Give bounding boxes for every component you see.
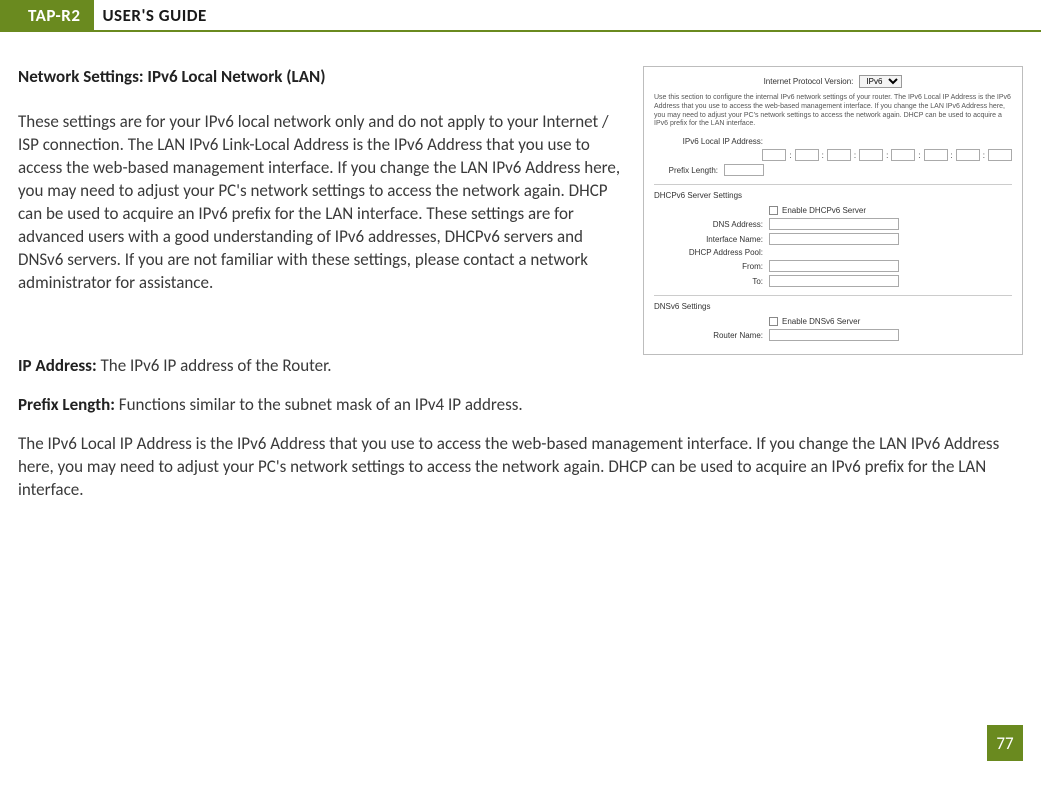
settings-screenshot: Internet Protocol Version: IPv6 Use this… bbox=[643, 66, 1023, 355]
ip-address-label: IP Address: bbox=[18, 355, 97, 376]
screenshot-note: Use this section to configure the intern… bbox=[654, 94, 1012, 129]
dnsv6-section-title: DNSv6 Settings bbox=[654, 302, 1012, 311]
iface-name-input[interactable] bbox=[769, 233, 899, 245]
prefix-len-label: Prefix Length: bbox=[654, 166, 724, 175]
ipv6-address-input[interactable]: : : : : : : : bbox=[762, 149, 1012, 161]
proto-select[interactable]: IPv6 bbox=[859, 75, 902, 88]
router-name-label: Router Name: bbox=[654, 331, 769, 340]
dnsv6-enable-label: Enable DNSv6 Server bbox=[782, 317, 860, 326]
ipv6-local-label: IPv6 Local IP Address: bbox=[654, 137, 769, 146]
section-heading: Network Settings: IPv6 Local Network (LA… bbox=[18, 66, 623, 87]
dhcp-section-title: DHCPv6 Server Settings bbox=[654, 191, 1012, 200]
proto-label: Internet Protocol Version: bbox=[764, 77, 860, 86]
page-number: 77 bbox=[987, 725, 1023, 761]
ip-address-desc: The IPv6 IP address of the Router. bbox=[97, 355, 332, 376]
dns-address-label: DNS Address: bbox=[654, 220, 769, 229]
doc-title: USER'S GUIDE bbox=[94, 0, 206, 30]
from-label: From: bbox=[654, 262, 769, 271]
dhcp-enable-label: Enable DHCPv6 Server bbox=[782, 206, 866, 215]
dnsv6-enable-checkbox[interactable] bbox=[769, 317, 778, 326]
dns-address-input[interactable] bbox=[769, 218, 899, 230]
to-label: To: bbox=[654, 277, 769, 286]
dhcp-pool-label: DHCP Address Pool: bbox=[654, 248, 769, 257]
prefix-length-field: Prefix Length: Functions similar to the … bbox=[18, 394, 1023, 417]
header-bar: TAP-R2 USER'S GUIDE bbox=[0, 0, 1041, 32]
section-intro: These settings are for your IPv6 local n… bbox=[18, 111, 623, 295]
router-name-input[interactable] bbox=[769, 329, 899, 341]
iface-name-label: Interface Name: bbox=[654, 235, 769, 244]
ip-address-field: IP Address: The IPv6 IP address of the R… bbox=[18, 355, 1023, 378]
dhcp-enable-checkbox[interactable] bbox=[769, 206, 778, 215]
prefix-length-desc: Functions similar to the subnet mask of … bbox=[115, 394, 523, 415]
to-input[interactable] bbox=[769, 275, 899, 287]
prefix-len-input[interactable] bbox=[724, 164, 764, 176]
from-input[interactable] bbox=[769, 260, 899, 272]
ipv6-note: The IPv6 Local IP Address is the IPv6 Ad… bbox=[18, 433, 1023, 502]
prefix-length-label: Prefix Length: bbox=[18, 394, 115, 415]
product-badge: TAP-R2 bbox=[0, 0, 94, 30]
